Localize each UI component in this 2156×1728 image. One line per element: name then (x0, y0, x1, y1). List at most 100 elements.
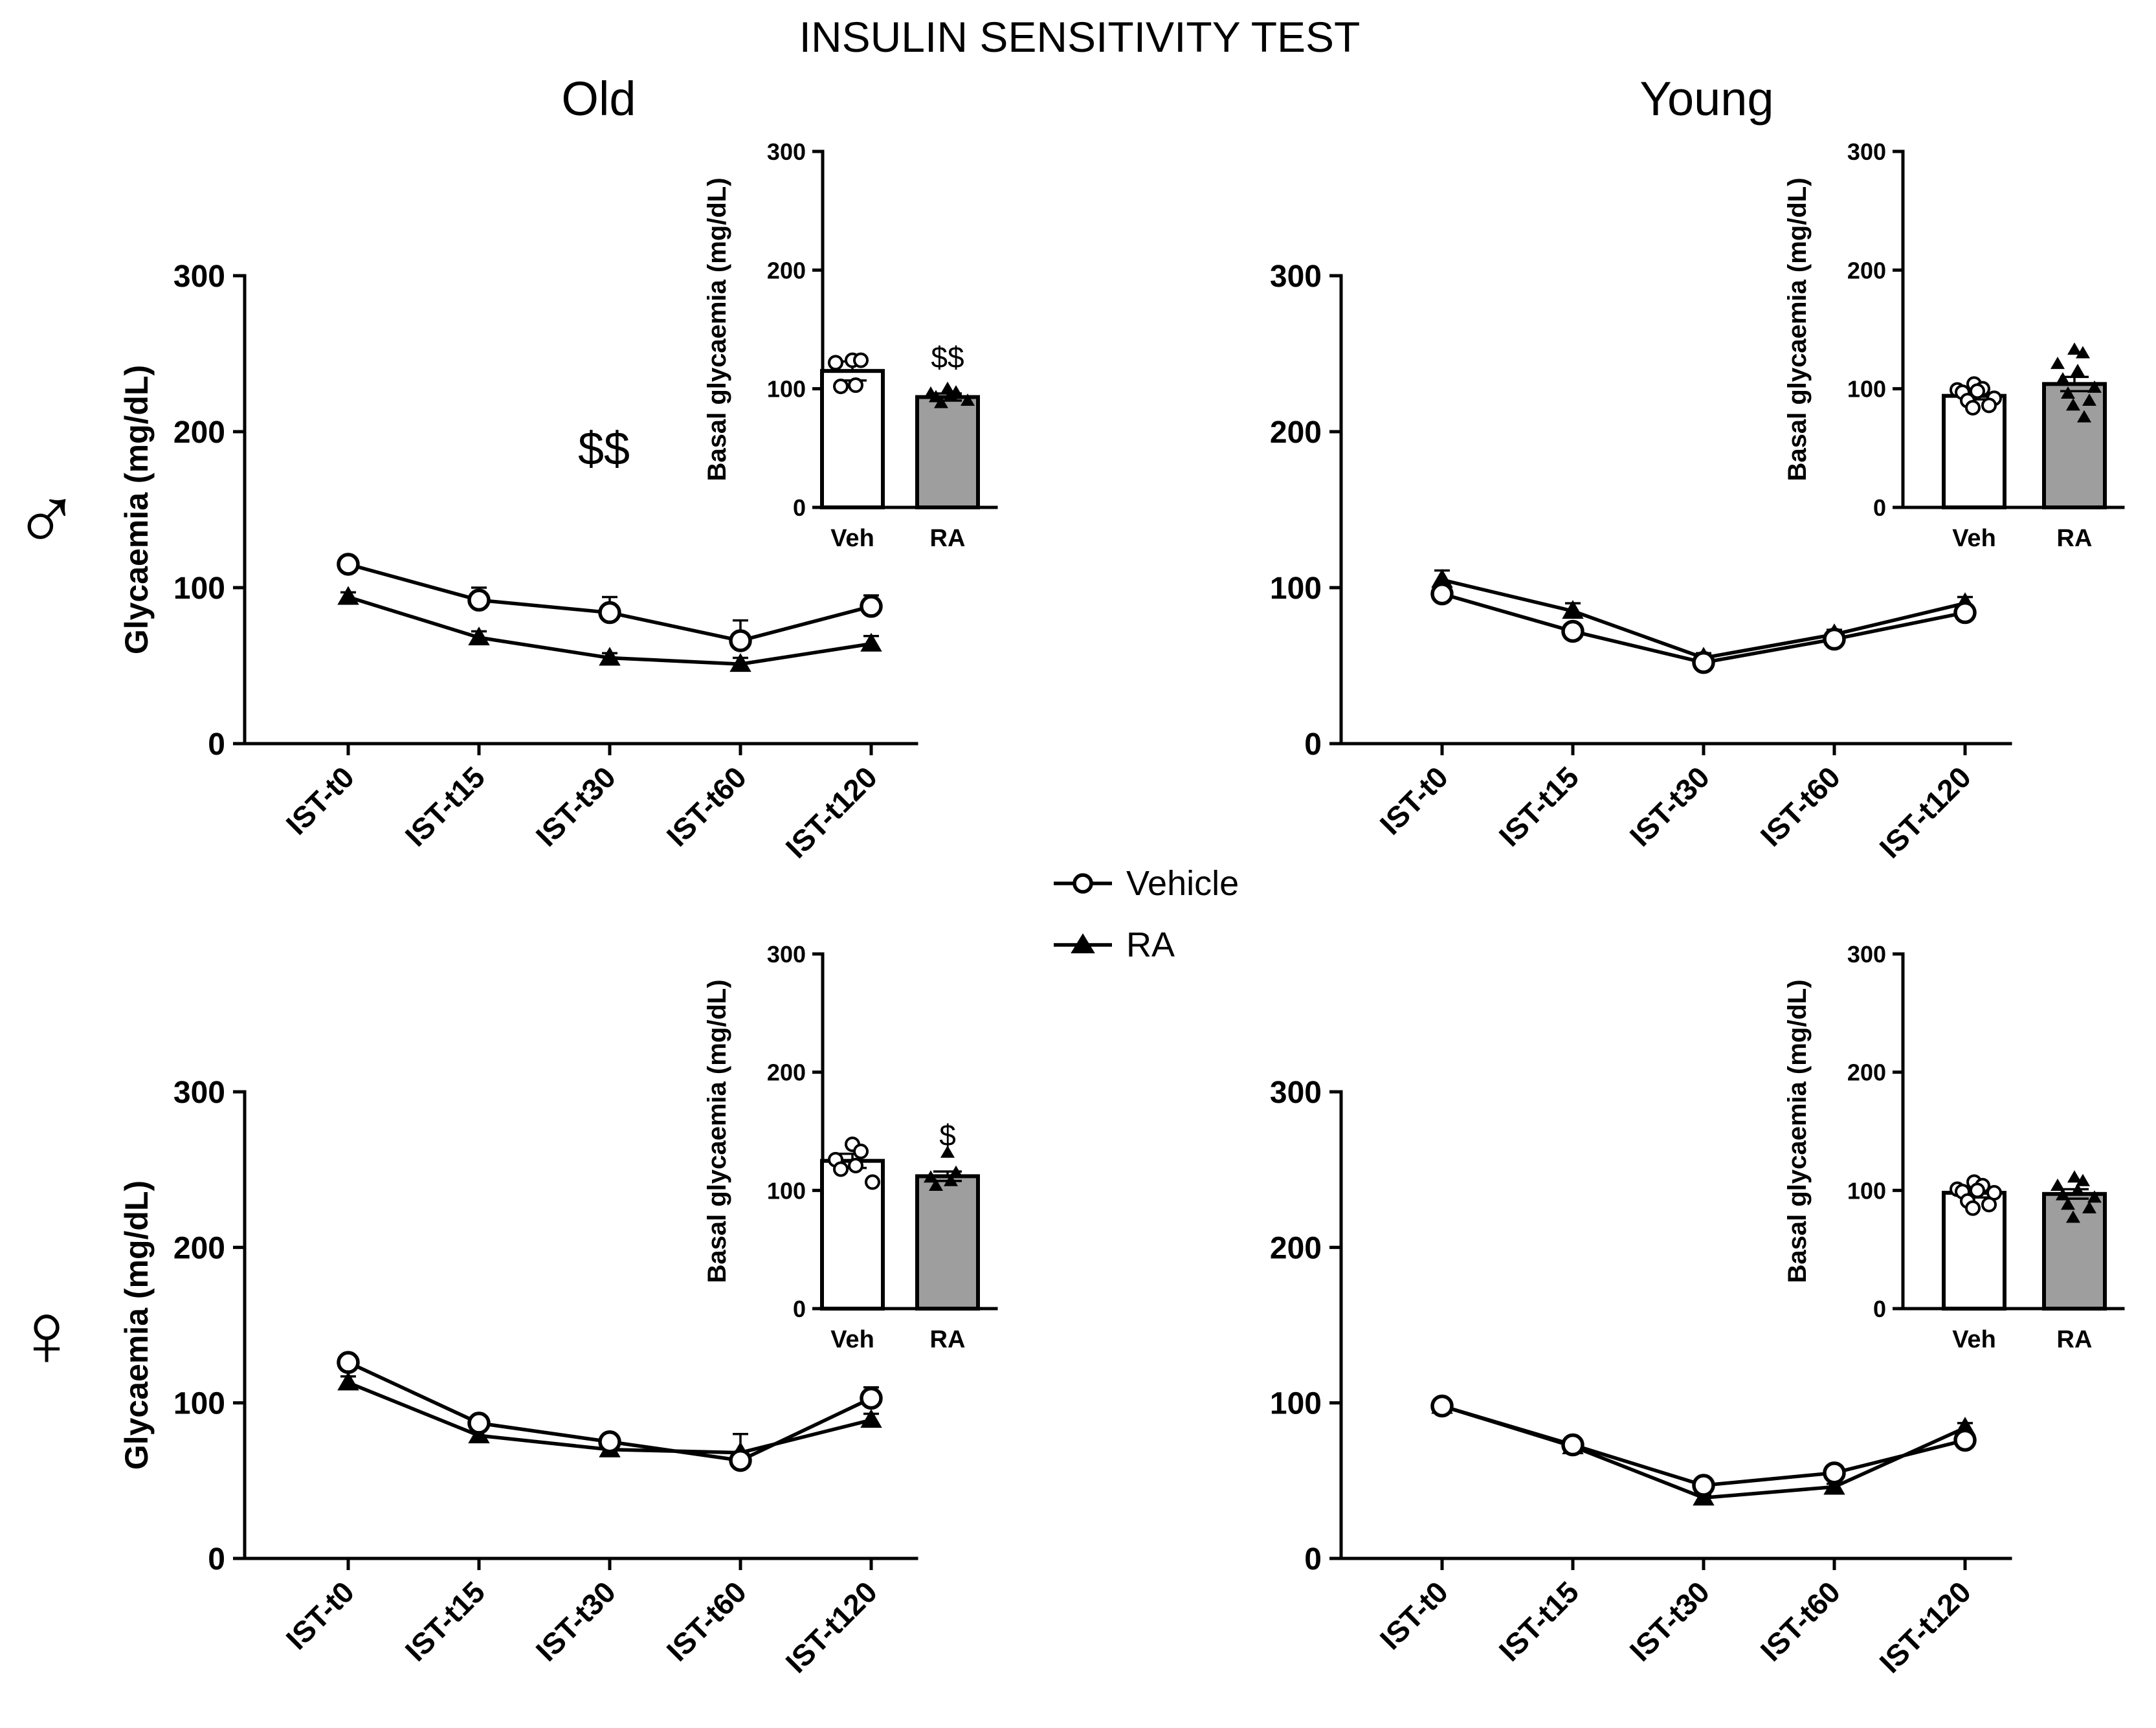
panel-female-old: 0 100 200 300 Glycaemia (mg/dL) IST-t0 IST-t15… (118, 941, 998, 1679)
inset-y-tick-label: 200 (767, 1059, 806, 1086)
legend-item-ra: RA (1054, 925, 1175, 964)
inset-point-ra (2050, 1179, 2065, 1191)
x-tick-label: IST-t0 (280, 1575, 361, 1656)
inset-point-ra (2067, 1170, 2082, 1183)
x-tick-label: IST-t120 (1873, 760, 1978, 865)
data-point-vehicle (1692, 1474, 1715, 1497)
x-tick-label: IST-t15 (399, 760, 491, 852)
y-tick-label: 100 (1270, 571, 1322, 606)
inset-bar-ra (2042, 1191, 2107, 1311)
x-tick-label: IST-t30 (1623, 760, 1716, 852)
data-point-vehicle (729, 629, 752, 652)
inset-point-vehicle (828, 355, 843, 371)
inset-x-tick-label: Veh (830, 1326, 874, 1353)
data-point-vehicle (598, 1430, 621, 1454)
y-tick-label: 300 (1270, 260, 1322, 294)
inset-y-tick-label: 100 (1847, 376, 1886, 403)
inset-y-axis-label: Basal glycaemia (mg/dL) (703, 177, 731, 481)
inset-significance-annotation: $ (939, 1118, 956, 1152)
inset-x-tick-label: Veh (830, 525, 874, 552)
legend-marker-filled-triangle (1071, 933, 1095, 953)
legend-label-vehicle: Vehicle (1126, 864, 1239, 903)
x-tick-label: IST-t0 (1373, 760, 1454, 841)
inset-point-vehicle (833, 379, 849, 394)
inset-point-ra (2082, 393, 2096, 406)
inset-y-tick-label: 100 (767, 376, 806, 403)
panel-male-old: 0 100 200 300 Glycaemia (mg/dL) IST-t0 IST-t15… (118, 138, 998, 865)
inset-x-tick-label: RA (930, 525, 966, 552)
y-tick-label: 200 (173, 1231, 225, 1265)
inset-point-vehicle (1981, 1197, 1997, 1213)
inset-y-tick-label: 200 (1847, 257, 1886, 283)
inset-point-vehicle (848, 377, 863, 393)
x-tick-label: IST-t30 (529, 760, 622, 852)
inset-y-tick-label: 100 (1847, 1177, 1886, 1204)
x-tick-label: IST-t120 (1873, 1575, 1978, 1679)
y-tick-label: 200 (173, 415, 225, 450)
inset-x-tick-label: RA (930, 1326, 966, 1353)
inset-y-tick-label: 0 (1873, 1296, 1886, 1322)
data-point-vehicle (1953, 1428, 1977, 1452)
inset-y-tick-label: 0 (793, 1296, 806, 1322)
inset-bar-ra (915, 1174, 980, 1311)
inset-point-ra (934, 395, 948, 408)
inset-x-tick-label: Veh (1952, 525, 1996, 552)
data-point-vehicle (860, 595, 883, 618)
x-tick-label: IST-t0 (1373, 1575, 1454, 1656)
data-point-vehicle (1561, 619, 1584, 643)
data-point-vehicle (1953, 601, 1977, 625)
panel-male-young: 0 100 200 300 IST-t0 IST-t15 IST-t30 IST-t60 IST… (1270, 138, 2125, 865)
inset-x-tick-label: Veh (1952, 1326, 1996, 1353)
data-point-ra (860, 1409, 882, 1428)
legend-label-ra: RA (1126, 925, 1175, 964)
data-point-ra (337, 1371, 359, 1391)
data-point-vehicle (598, 601, 621, 625)
figure-title: INSULIN SENSITIVITY TEST (799, 13, 1361, 61)
inset-bar-veh (820, 369, 885, 510)
y-tick-label: 200 (1270, 415, 1322, 450)
inset-point-ra (2076, 1173, 2090, 1186)
y-tick-label: 300 (173, 260, 225, 294)
inset-point-ra (2056, 372, 2070, 384)
data-point-vehicle (1430, 1394, 1454, 1418)
data-point-vehicle (337, 553, 360, 576)
data-point-vehicle (1430, 582, 1454, 606)
inset-bar-ra (915, 395, 980, 509)
inset-y-axis-label: Basal glycaemia (mg/dL) (1783, 979, 1812, 1283)
inset-point-ra (944, 388, 958, 401)
inset-point-vehicle (1970, 383, 1985, 399)
inset-point-ra (940, 1145, 955, 1158)
x-tick-label: IST-t60 (1754, 760, 1847, 852)
data-point-ra (729, 653, 751, 672)
inset-point-ra (2067, 342, 2082, 355)
row-symbol-female: ♀ (13, 1283, 81, 1385)
x-tick-label: IST-t0 (280, 760, 361, 841)
x-tick-label: IST-t15 (399, 1575, 491, 1667)
data-point-vehicle (729, 1448, 752, 1472)
data-point-vehicle (467, 588, 491, 612)
inset-point-vehicle (833, 1161, 849, 1177)
x-tick-label: IST-t30 (1623, 1575, 1716, 1667)
inset-point-ra (929, 1179, 943, 1191)
series-line-vehicle (1441, 1404, 1966, 1487)
inset-point-ra (2087, 1190, 2102, 1203)
data-point-vehicle (467, 1412, 491, 1435)
inset-y-tick-label: 300 (767, 941, 806, 968)
inset-point-ra (2082, 1201, 2096, 1213)
inset-point-ra (2061, 386, 2075, 399)
inset-y-axis-label: Basal glycaemia (mg/dL) (1783, 177, 1812, 481)
inset-point-ra (2076, 346, 2090, 359)
inset-point-vehicle (1965, 400, 1981, 415)
y-tick-label: 100 (173, 1387, 225, 1421)
series-line-ra (1441, 578, 1966, 660)
column-title-young: Young (1639, 72, 1773, 126)
data-point-vehicle (1823, 1461, 1846, 1485)
data-point-ra (1562, 600, 1584, 619)
data-point-ra (468, 626, 490, 646)
panel-female-young: 0 100 200 300 IST-t0 IST-t15 IST-t30 IST-t60 IST… (1270, 941, 2125, 1679)
data-point-ra (1823, 1476, 1845, 1495)
inset-y-tick-label: 200 (767, 257, 806, 283)
inset-point-ra (961, 393, 975, 406)
inset-x-tick-label: RA (2057, 525, 2093, 552)
